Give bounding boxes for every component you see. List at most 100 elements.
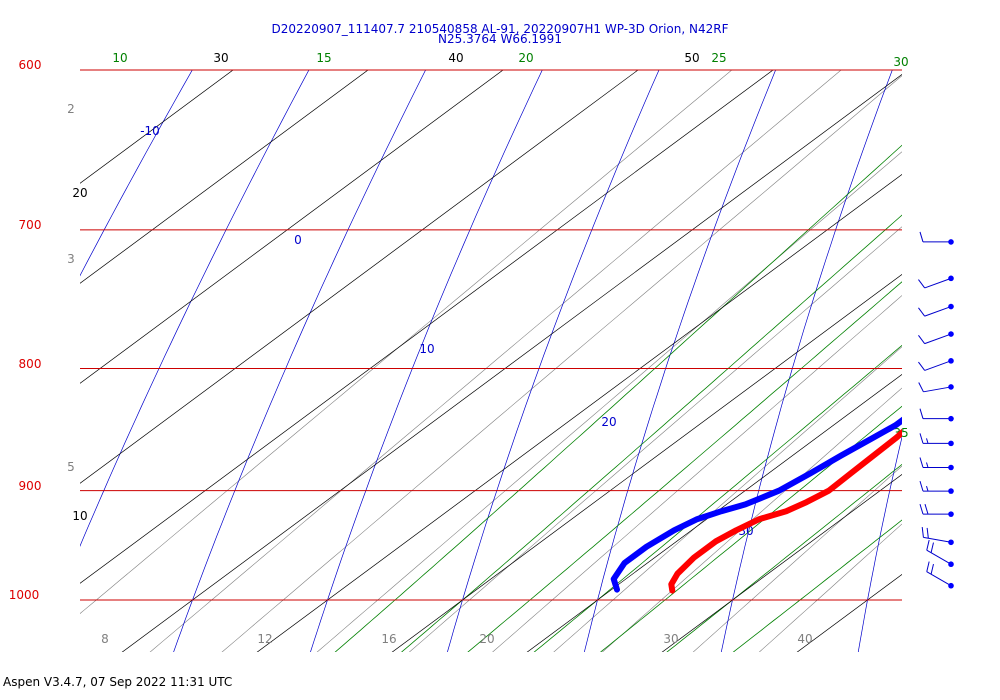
wind-barb-feather <box>919 433 924 444</box>
dry-adiabats <box>80 0 1000 680</box>
isotherm--20 <box>80 70 774 584</box>
mixing-ratio-16 <box>553 346 902 652</box>
wind-barb <box>926 539 954 568</box>
moist-adiabat-label-15: 15 <box>316 51 331 65</box>
wind-barb-feather <box>924 504 929 515</box>
wind-barb-feather <box>918 334 926 344</box>
wind-barb-staff <box>924 306 952 317</box>
wind-barb-dot <box>948 511 954 517</box>
moist-adiabat-25 <box>600 405 902 652</box>
wind-barb-feather <box>926 527 929 539</box>
moist-adiabat-label-20: 20 <box>518 51 533 65</box>
wind-barb-feather <box>918 382 924 393</box>
mixing-ratio-label-16: 16 <box>381 632 396 646</box>
wind-barb <box>919 504 954 517</box>
wind-barb-dot <box>948 539 954 546</box>
mixing-ratio-label-12: 12 <box>257 632 272 646</box>
wind-barb <box>918 358 954 371</box>
mixing-ratio-1 <box>80 70 733 614</box>
wind-barb-feather <box>919 408 924 419</box>
wind-barb-staff <box>924 277 952 289</box>
isobar-label-800: 800 <box>19 357 42 371</box>
isotherm-0 <box>256 174 902 652</box>
isotherms <box>80 0 1000 660</box>
mixing-ratio-40 <box>758 523 902 652</box>
isotherm-50 <box>921 0 1000 660</box>
mixing-ratio-30 <box>692 465 902 652</box>
wind-barb-staff <box>923 386 952 393</box>
moist-adiabat-20 <box>533 344 902 652</box>
wind-barb-feather <box>919 457 924 468</box>
isotherm-label-10: 10 <box>72 509 87 523</box>
wind-barb-feather <box>919 480 924 492</box>
wind-barb-feather <box>919 231 924 243</box>
moist-adiabat-35 <box>732 519 902 652</box>
mixing-ratio-label-3: 3 <box>67 252 75 266</box>
wind-barb-dot <box>948 239 954 245</box>
wind-barb <box>919 433 954 447</box>
moist-adiabat-30 <box>666 463 902 652</box>
wind-barb <box>919 231 954 245</box>
moist-adiabat-label-25: 25 <box>711 51 726 65</box>
chart-title-line1: D20220907_111407.7 210540858 AL-91, 2022… <box>271 22 728 36</box>
moist-adiabat-10 <box>401 214 902 652</box>
moist-adiabat-15 <box>467 281 902 652</box>
mixing-ratio-5 <box>316 151 902 652</box>
dry-adiabat--30 <box>80 70 193 277</box>
dry-adiabat-label-20: 20 <box>601 415 616 429</box>
isobar-label-600: 600 <box>19 58 42 72</box>
mixing-ratio-3 <box>221 75 902 652</box>
dry-adiabat-50 <box>992 0 1000 680</box>
wind-barb-staff <box>926 549 952 565</box>
isobar-label-1000: 1000 <box>9 588 40 602</box>
wind-barb-staff <box>926 571 952 587</box>
isotherm-40 <box>796 574 902 652</box>
wind-barb <box>918 331 954 345</box>
dry-adiabat-30 <box>720 70 893 652</box>
dry-adiabat--10 <box>173 70 426 652</box>
wind-barb-feather <box>918 279 926 289</box>
wind-barb-feather <box>930 542 934 553</box>
wind-barb <box>919 408 954 422</box>
mixing-ratio-2 <box>149 70 842 652</box>
moist-adiabats <box>334 144 902 652</box>
dry-adiabat--20 <box>80 70 310 547</box>
wind-barb-feather <box>918 361 926 371</box>
wind-barb <box>921 526 954 546</box>
isobar-label-900: 900 <box>19 479 42 493</box>
isotherm--10 <box>121 74 902 652</box>
wind-barb-staff <box>924 360 952 371</box>
dry-adiabat-20 <box>584 70 776 652</box>
wind-barb-feather <box>921 526 924 538</box>
isotherm--60 <box>80 70 234 184</box>
isotherm--40 <box>80 70 504 384</box>
wind-barb-dot <box>948 384 954 390</box>
wind-barb-dot <box>948 582 954 589</box>
wind-barb-feather <box>926 561 930 572</box>
wind-barb-dot <box>948 415 954 422</box>
wind-barbs <box>918 231 954 589</box>
mixing-ratio-label-20: 20 <box>479 632 494 646</box>
wind-barb-dot <box>948 358 954 364</box>
footer-version-text: Aspen V3.4.7, 07 Sep 2022 11:31 UTC <box>3 675 232 689</box>
wind-barb <box>918 382 954 393</box>
isotherm-label-20: 20 <box>72 186 87 200</box>
isotherm-20 <box>526 374 902 652</box>
wind-barb-half-feather <box>926 462 929 468</box>
isotherm-10 <box>391 274 902 652</box>
wind-barb-staff <box>923 536 952 543</box>
wind-barb <box>919 480 954 494</box>
moist-adiabat-label-30: 30 <box>893 55 908 69</box>
mixing-ratio-label-8: 8 <box>101 632 109 646</box>
mixing-ratio-12 <box>492 295 902 652</box>
isobar-label-700: 700 <box>19 218 42 232</box>
chart-title-line2: N25.3764 W66.1991 <box>438 32 562 46</box>
isotherm-label-30: 30 <box>213 51 228 65</box>
sounding-profiles <box>610 416 902 594</box>
dry-adiabat-label-10: 10 <box>419 342 434 356</box>
temperature-profile <box>668 428 902 594</box>
wind-barb-dot <box>948 464 954 471</box>
moist-adiabat-label-10: 10 <box>112 51 127 65</box>
isotherm--50 <box>80 70 369 284</box>
